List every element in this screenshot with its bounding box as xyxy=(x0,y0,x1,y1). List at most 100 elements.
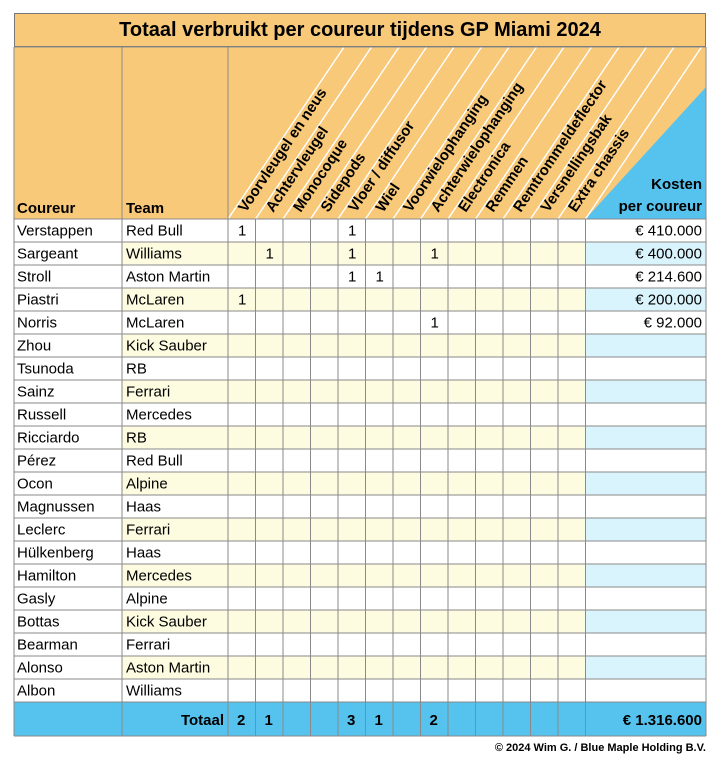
driver-cell-bg xyxy=(14,679,122,702)
cost-header-bg xyxy=(585,87,706,219)
row-bg xyxy=(122,334,586,357)
row-bg xyxy=(122,518,586,541)
header-slant-line xyxy=(309,46,428,220)
row-bg xyxy=(122,311,586,334)
driver-name: Ricciardo xyxy=(17,430,80,447)
team-name: Kick Sauber xyxy=(126,614,207,631)
cost-cell-bg xyxy=(585,518,706,541)
cost-cell-bg xyxy=(585,587,706,610)
driver-cell-bg xyxy=(14,265,122,288)
driver-name: Magnussen xyxy=(17,499,95,516)
cost-column-header-line1: Kosten xyxy=(651,176,702,193)
cost-cell-bg xyxy=(585,334,706,357)
team-column-header: Team xyxy=(126,200,164,217)
cost-cell-bg xyxy=(585,633,706,656)
row-bg xyxy=(122,495,586,518)
team-name: Red Bull xyxy=(126,223,183,240)
row-bg xyxy=(122,472,586,495)
row-bg xyxy=(122,288,586,311)
header-slant-line xyxy=(419,46,538,220)
driver-cell-bg xyxy=(14,633,122,656)
team-name: Ferrari xyxy=(126,384,170,401)
cost-cell-bg xyxy=(585,656,706,679)
driver-cell-bg xyxy=(14,403,122,426)
part-count: 1 xyxy=(348,269,356,286)
row-bg xyxy=(122,656,586,679)
driver-name: Bottas xyxy=(17,614,60,631)
driver-name: Alonso xyxy=(17,660,63,677)
header-slant-line xyxy=(557,46,675,220)
total-part-count: 1 xyxy=(265,712,273,729)
team-name: Ferrari xyxy=(126,637,170,654)
driver-cell-bg xyxy=(14,472,122,495)
row-bg xyxy=(122,357,586,380)
driver-cost: € 214.600 xyxy=(635,269,702,286)
row-bg xyxy=(122,610,586,633)
team-name: Mercedes xyxy=(126,407,192,424)
driver-cell-bg xyxy=(14,587,122,610)
driver-name: Gasly xyxy=(17,591,56,608)
row-bg xyxy=(122,564,586,587)
cost-cell-bg xyxy=(585,311,706,334)
driver-name: Verstappen xyxy=(17,223,93,240)
total-part-count: 2 xyxy=(430,712,438,729)
team-name: Alpine xyxy=(126,591,168,608)
driver-cell-bg xyxy=(14,518,122,541)
row-bg xyxy=(122,426,586,449)
row-bg xyxy=(122,265,586,288)
cost-cell-bg xyxy=(585,564,706,587)
team-name: Alpine xyxy=(126,476,168,493)
header-slant-line xyxy=(584,46,703,220)
driver-name: Leclerc xyxy=(17,522,66,539)
driver-cost: € 92.000 xyxy=(644,315,702,332)
total-part-count: 3 xyxy=(347,712,355,729)
driver-name: Ocon xyxy=(17,476,53,493)
cost-cell-bg xyxy=(585,495,706,518)
part-count: 1 xyxy=(238,223,246,240)
driver-name: Bearman xyxy=(17,637,78,654)
driver-cell-bg xyxy=(14,564,122,587)
team-name: RB xyxy=(126,361,147,378)
row-bg xyxy=(122,219,586,242)
driver-name: Hülkenberg xyxy=(17,545,94,562)
row-bg xyxy=(122,403,586,426)
cost-cell-bg xyxy=(585,610,706,633)
driver-cell-bg xyxy=(14,656,122,679)
cost-cell-bg xyxy=(585,242,706,265)
team-name: Haas xyxy=(126,499,161,516)
cost-column-header-line2: per coureur xyxy=(619,198,703,215)
driver-cell-bg xyxy=(14,311,122,334)
team-name: RB xyxy=(126,430,147,447)
cost-cell-bg xyxy=(585,357,706,380)
driver-name: Norris xyxy=(17,315,57,332)
driver-name: Tsunoda xyxy=(17,361,74,378)
driver-cell-bg xyxy=(14,449,122,472)
team-name: Kick Sauber xyxy=(126,338,207,355)
total-cost: € 1.316.600 xyxy=(623,712,702,729)
driver-cell-bg xyxy=(14,495,122,518)
part-count: 1 xyxy=(431,315,439,332)
driver-cell-bg xyxy=(14,242,122,265)
team-name: McLaren xyxy=(126,315,184,332)
part-count: 1 xyxy=(376,269,384,286)
driver-name: Sainz xyxy=(17,384,55,401)
header-slant-line xyxy=(392,46,510,220)
driver-name: Pérez xyxy=(17,453,56,470)
part-count: 1 xyxy=(348,223,356,240)
driver-cell-bg xyxy=(14,219,122,242)
copyright-footer: © 2024 Wim G. / Blue Maple Holding B.V. xyxy=(494,742,706,754)
cost-cell-bg xyxy=(585,403,706,426)
total-part-count: 2 xyxy=(237,712,245,729)
team-name: Williams xyxy=(126,246,182,263)
totals-label: Totaal xyxy=(181,712,224,729)
row-bg xyxy=(122,449,586,472)
row-bg xyxy=(122,242,586,265)
team-name: Williams xyxy=(126,683,182,700)
row-bg xyxy=(122,679,586,702)
team-name: Haas xyxy=(126,545,161,562)
row-bg xyxy=(122,587,586,610)
team-name: Mercedes xyxy=(126,568,192,585)
driver-cell-bg xyxy=(14,541,122,564)
